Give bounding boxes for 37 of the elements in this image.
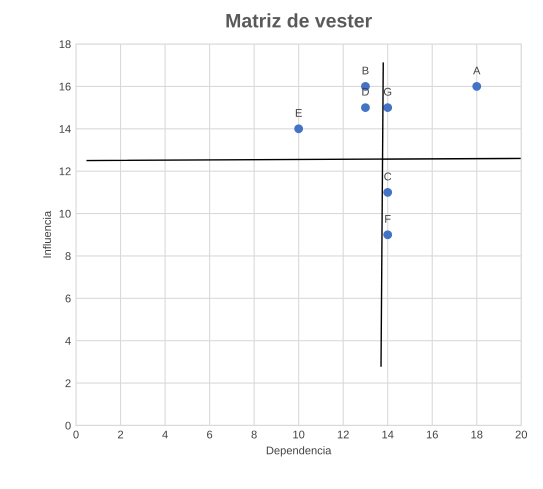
x-axis-title: Dependencia <box>266 446 332 457</box>
x-tick-label: 0 <box>73 430 79 438</box>
y-tick-label: 16 <box>60 82 71 91</box>
y-tick-label: 2 <box>66 379 71 388</box>
point <box>472 82 482 91</box>
x-tick-label: 6 <box>207 430 212 438</box>
annotation: G <box>384 88 392 96</box>
y-axis-title: Influencia <box>42 210 52 258</box>
x-tick-label: 4 <box>162 430 168 438</box>
x-tick-label: 2 <box>118 430 124 438</box>
y-tick-label: 14 <box>60 125 71 133</box>
annotation: E <box>296 109 302 117</box>
y-tick-label: 6 <box>66 294 71 302</box>
x-tick-label: 12 <box>338 430 349 438</box>
x-tick-label: 14 <box>382 430 394 438</box>
y-tick-label: 8 <box>65 252 71 260</box>
x-tick-label: 16 <box>426 430 438 438</box>
annotation: B <box>362 66 369 74</box>
annotation: C <box>384 172 392 180</box>
annotation: D <box>362 88 369 96</box>
point <box>383 188 392 197</box>
x-tick-label: 8 <box>252 430 257 438</box>
y-tick-label: 0 <box>65 422 71 430</box>
annotation: A <box>473 66 480 74</box>
point <box>294 124 304 134</box>
annotation: F <box>385 215 391 223</box>
x-tick-label: 18 <box>471 430 482 438</box>
point <box>361 103 370 112</box>
x-tick-label: 10 <box>293 430 304 438</box>
chart-title: Matriz de vester <box>226 13 372 28</box>
y-tick-label: 12 <box>60 167 71 176</box>
y-tick-label: 4 <box>65 337 71 345</box>
point <box>383 103 392 112</box>
x-tick-label: 20 <box>516 430 528 438</box>
y-tick-label: 10 <box>60 210 71 218</box>
y-tick-label: 18 <box>60 40 71 48</box>
point <box>383 230 392 240</box>
